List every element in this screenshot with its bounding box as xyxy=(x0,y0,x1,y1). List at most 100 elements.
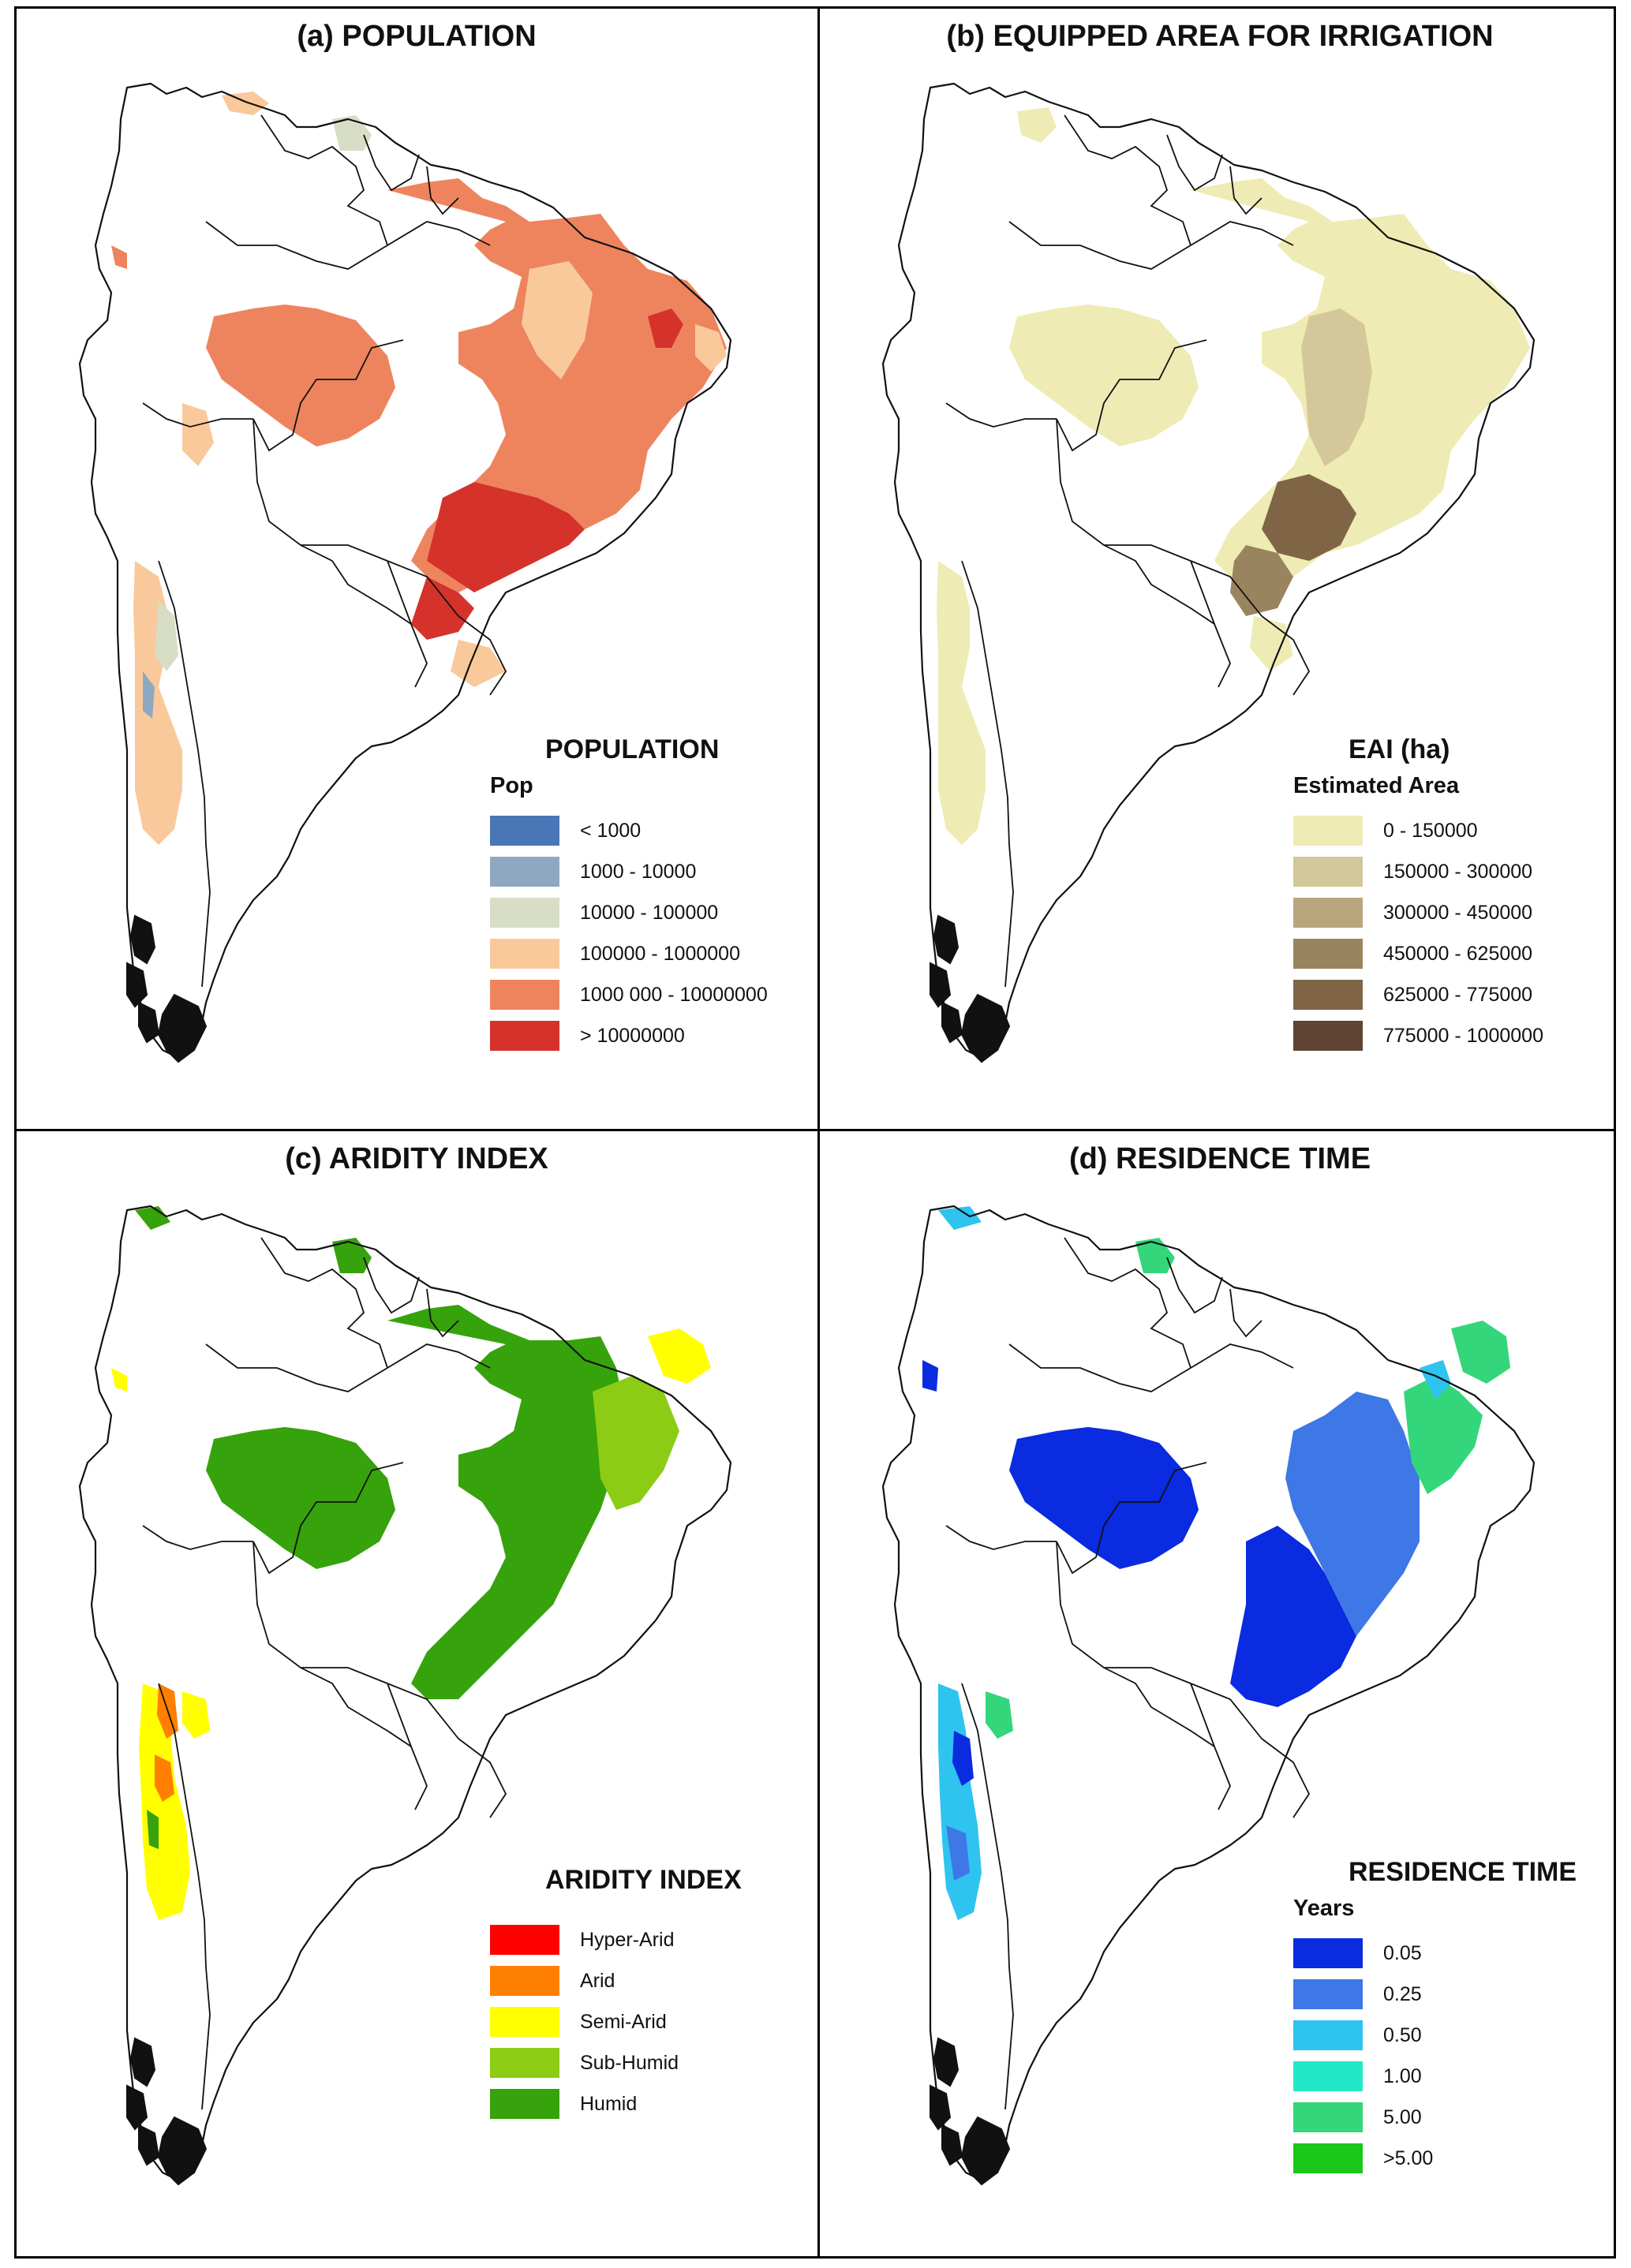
legend-item: Sub-Humid xyxy=(490,2042,679,2083)
basin-region xyxy=(155,1754,174,1802)
legend-label: 10000 - 100000 xyxy=(580,901,719,924)
basin-region xyxy=(206,305,395,447)
legend-item: 5.00 xyxy=(1293,2097,1513,2138)
legend-item: 625000 - 775000 xyxy=(1293,974,1543,1015)
legend-item: 0.05 xyxy=(1293,1933,1513,1974)
country-border xyxy=(363,134,420,192)
country-border xyxy=(961,560,1014,988)
country-border xyxy=(1064,114,1191,246)
country-border xyxy=(1261,1738,1311,1818)
legend-item: < 1000 xyxy=(490,810,768,851)
legend-swatch xyxy=(1293,2102,1363,2132)
basin-region xyxy=(1250,616,1293,671)
legend-item: 1000 - 10000 xyxy=(490,851,768,892)
coastal-island xyxy=(157,2116,208,2186)
country-border xyxy=(253,418,388,562)
legend-swatch xyxy=(1293,939,1363,969)
coastal-island xyxy=(933,2037,960,2087)
basin-region xyxy=(1009,1427,1199,1569)
country-border xyxy=(205,1343,388,1392)
country-border xyxy=(426,1288,459,1338)
country-border xyxy=(1261,615,1311,696)
country-border xyxy=(158,1683,211,2110)
legend-title: RESIDENCE TIME xyxy=(1349,1857,1577,1887)
legend-subtitle: Years xyxy=(1293,1896,1355,1921)
panel-aridity: (c) ARIDITY INDEX ARIDITY INDEX Hyper-Ar… xyxy=(17,1131,817,2250)
legend-items: < 1000 1000 - 10000 10000 - 100000 100000 -… xyxy=(482,810,768,1056)
basin-region xyxy=(451,640,506,687)
basin-region xyxy=(1009,305,1199,447)
country-border xyxy=(1190,1683,1263,1739)
country-border xyxy=(387,560,459,617)
basin-region xyxy=(1230,1526,1356,1707)
basin-region xyxy=(111,245,127,269)
basin-region xyxy=(427,482,585,592)
country-border xyxy=(426,166,459,215)
country-border xyxy=(253,1541,388,1684)
legend-swatch xyxy=(1293,898,1363,928)
basin-region xyxy=(1301,308,1372,466)
legend-swatch xyxy=(490,1021,559,1051)
legend: EAI (ha) Estimated Area 0 - 150000 150000… xyxy=(1285,734,1543,1056)
legend-item: Semi-Arid xyxy=(490,2001,679,2042)
legend-item: 0.25 xyxy=(1293,1974,1513,2015)
country-border xyxy=(1166,1257,1223,1314)
country-border xyxy=(142,1525,253,1550)
irrigation-map xyxy=(881,82,1536,1063)
legend-title: ARIDITY INDEX xyxy=(545,1865,742,1895)
legend-label: 150000 - 300000 xyxy=(1383,860,1533,883)
legend-swatch xyxy=(1293,2061,1363,2091)
legend-label: Sub-Humid xyxy=(580,2051,679,2074)
legend-label: 0.25 xyxy=(1383,1982,1422,2005)
basin-region xyxy=(1262,474,1356,561)
legend-swatch xyxy=(1293,1021,1363,1051)
legend-swatch xyxy=(1293,1979,1363,2009)
legend-subtitle: Estimated Area xyxy=(1293,773,1460,798)
country-border xyxy=(458,1738,507,1818)
legend-swatch xyxy=(1293,980,1363,1010)
basin-region xyxy=(206,1427,395,1569)
panel-title: (a) POPULATION xyxy=(297,20,537,53)
legend-swatch xyxy=(490,1925,559,1955)
legend-item: 10000 - 100000 xyxy=(490,892,768,933)
basin-region xyxy=(387,1305,624,1699)
legend-swatch xyxy=(490,816,559,846)
country-border xyxy=(961,1683,1014,2110)
basin-region xyxy=(143,671,155,719)
legend-label: 300000 - 450000 xyxy=(1383,901,1533,924)
coastline xyxy=(78,82,732,1059)
country-border xyxy=(387,1683,459,1739)
legend-title: POPULATION xyxy=(545,734,720,764)
basin-region xyxy=(938,1206,982,1230)
legend-swatch xyxy=(490,2007,559,2037)
country-border xyxy=(260,1237,388,1369)
figure-frame: (a) POPULATION POPULATION Pop < 1000 1000… xyxy=(14,6,1616,2259)
legend-swatch xyxy=(490,2089,559,2119)
legend-swatch xyxy=(490,857,559,887)
legend-label: 775000 - 1000000 xyxy=(1383,1024,1543,1047)
coastal-island xyxy=(157,993,208,1063)
country-border xyxy=(1190,221,1294,246)
country-border xyxy=(1056,339,1207,452)
residence-time-map xyxy=(881,1205,1536,2186)
coastal-island xyxy=(129,914,156,965)
country-border xyxy=(1166,134,1223,192)
basin-region xyxy=(522,261,593,379)
country-border xyxy=(142,402,253,428)
country-border xyxy=(1190,560,1263,617)
coastline xyxy=(78,1205,732,2182)
legend-label: 1000 000 - 10000000 xyxy=(580,983,768,1006)
legend-item: 150000 - 300000 xyxy=(1293,851,1543,892)
basin-region xyxy=(155,600,178,671)
basin-region xyxy=(1017,107,1057,143)
basin-region xyxy=(411,577,474,640)
legend-item: 0.50 xyxy=(1293,2015,1513,2056)
panel-population: (a) POPULATION POPULATION Pop < 1000 1000… xyxy=(17,9,817,1127)
basin-region xyxy=(952,1731,974,1786)
basin-region xyxy=(332,115,372,151)
country-border xyxy=(387,1683,428,1810)
panel-irrigation: (b) EQUIPPED AREA FOR IRRIGATION EAI (ha… xyxy=(820,9,1620,1127)
country-border xyxy=(1008,1343,1191,1392)
country-border xyxy=(945,1525,1057,1550)
panel-title: (c) ARIDITY INDEX xyxy=(285,1142,548,1175)
